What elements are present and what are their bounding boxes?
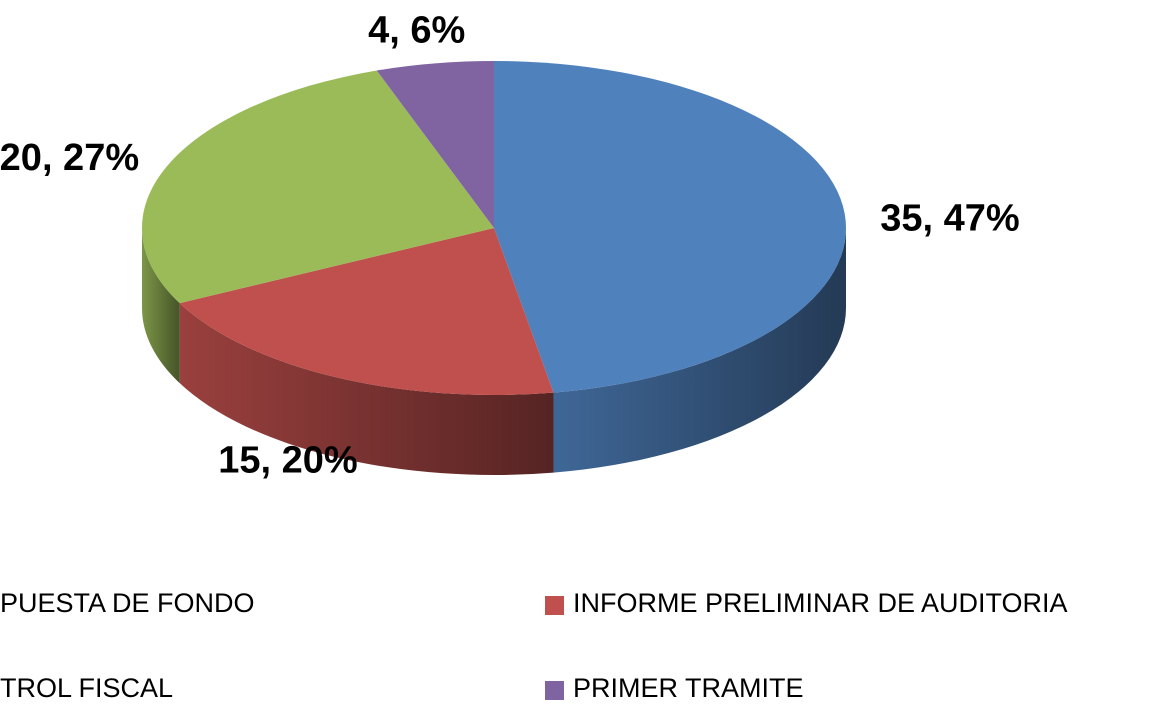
data-label: 35, 47% [880,197,1019,239]
pie-slice [142,70,495,304]
data-label: 4, 6% [368,9,465,51]
data-label: 15, 20% [218,439,357,481]
legend-label: TROL FISCAL [0,673,173,703]
data-label: 20, 27% [0,137,139,179]
pie-slice [179,228,554,395]
legend-label: INFORME PRELIMINAR DE AUDITORIA [573,588,1068,618]
pie-slice [494,61,847,393]
pie-slice [376,61,494,228]
legend-swatch [545,596,564,615]
slice-side [553,228,847,473]
legend-label: PUESTA DE FONDO [0,588,255,618]
slice-side [179,303,554,476]
legend-swatch [545,681,564,700]
legend-label: PRIMER TRAMITE [573,673,804,703]
slice-side [142,228,180,384]
